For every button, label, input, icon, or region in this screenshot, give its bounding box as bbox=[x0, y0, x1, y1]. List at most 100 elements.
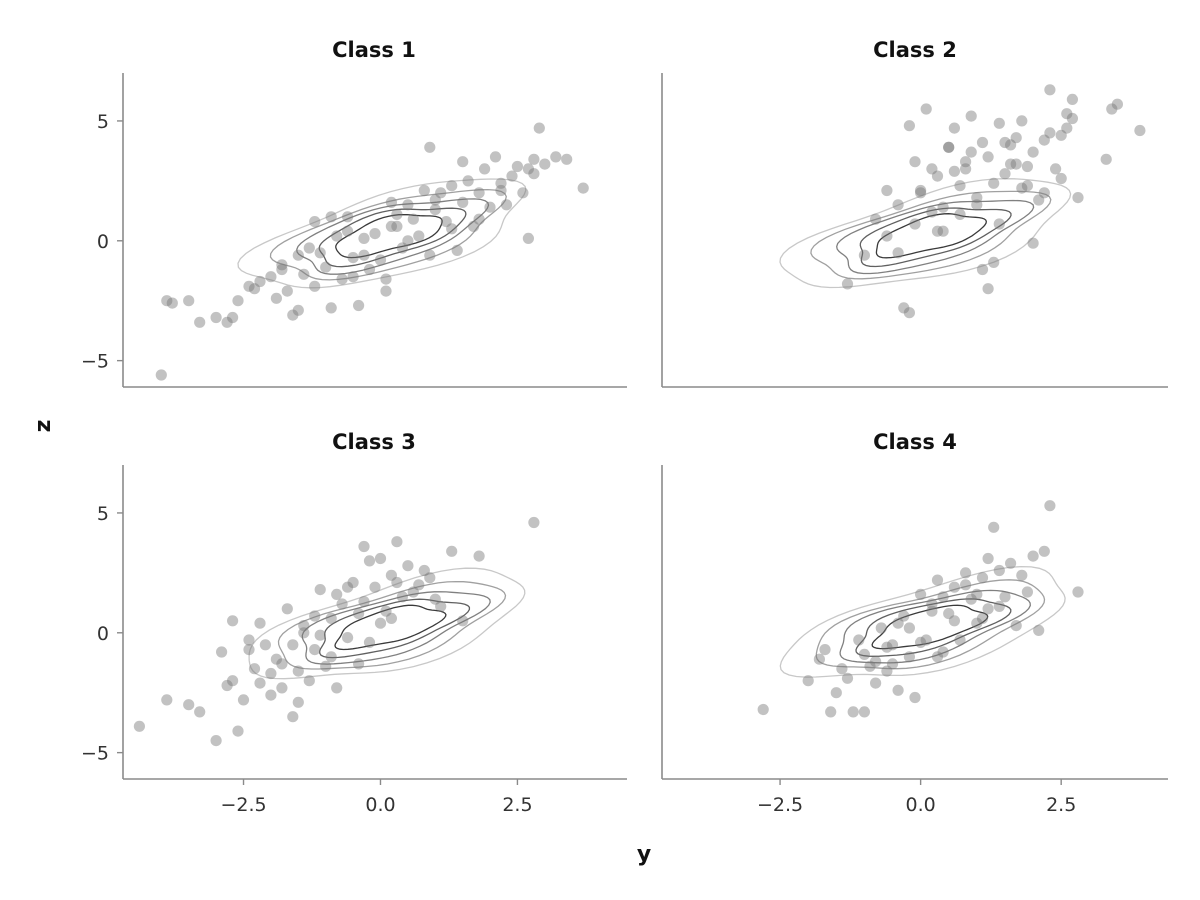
data-point bbox=[314, 247, 326, 259]
data-point bbox=[446, 223, 458, 235]
contour-level-2 bbox=[810, 190, 1052, 280]
data-point bbox=[374, 254, 387, 266]
data-point bbox=[870, 677, 882, 689]
data-point bbox=[287, 711, 299, 723]
data-point bbox=[1038, 545, 1050, 557]
data-point bbox=[287, 639, 299, 651]
data-point bbox=[870, 655, 882, 668]
data-point bbox=[385, 196, 397, 208]
data-point bbox=[539, 158, 551, 170]
data-point bbox=[881, 184, 893, 197]
data-point bbox=[825, 706, 837, 718]
data-point bbox=[320, 660, 332, 672]
y-tick-label: −5 bbox=[81, 351, 109, 373]
data-point bbox=[342, 632, 354, 644]
data-point bbox=[424, 249, 436, 261]
data-point bbox=[325, 612, 337, 625]
data-point bbox=[418, 184, 430, 197]
data-point bbox=[183, 295, 195, 307]
data-point bbox=[1061, 122, 1073, 134]
data-point bbox=[993, 218, 1005, 230]
data-point bbox=[982, 151, 994, 163]
data-point bbox=[1066, 93, 1078, 105]
data-point bbox=[440, 216, 452, 228]
data-point bbox=[965, 593, 977, 605]
data-point bbox=[903, 120, 916, 132]
contour-level-3 bbox=[839, 589, 1031, 664]
data-point bbox=[325, 302, 337, 314]
data-point bbox=[194, 316, 206, 328]
data-point bbox=[446, 545, 458, 557]
data-point bbox=[265, 689, 277, 701]
data-point bbox=[314, 584, 326, 596]
data-point bbox=[976, 572, 989, 584]
data-point bbox=[830, 687, 842, 699]
data-point bbox=[1106, 103, 1118, 115]
data-point bbox=[281, 603, 293, 615]
data-point bbox=[1134, 124, 1146, 137]
data-point bbox=[1033, 194, 1045, 206]
data-point bbox=[161, 694, 173, 706]
data-point bbox=[457, 196, 469, 208]
contour-level-4 bbox=[319, 598, 471, 659]
data-point bbox=[407, 213, 419, 225]
data-point bbox=[858, 249, 871, 261]
panel-class-4: −2.5 0.0 2.5 bbox=[661, 465, 1168, 816]
data-point bbox=[937, 591, 949, 603]
data-point bbox=[976, 136, 989, 149]
data-point bbox=[1100, 153, 1112, 165]
data-point bbox=[429, 204, 441, 216]
data-point bbox=[194, 706, 206, 718]
data-point bbox=[489, 151, 502, 163]
y-tick-label: 5 bbox=[97, 503, 109, 525]
data-point bbox=[1055, 129, 1067, 141]
contour-level-2 bbox=[815, 579, 1046, 670]
contour-level-2 bbox=[269, 188, 507, 281]
data-point bbox=[988, 256, 1000, 268]
data-point bbox=[915, 636, 927, 649]
data-point bbox=[881, 641, 893, 653]
data-point bbox=[1072, 586, 1084, 598]
data-point bbox=[265, 667, 277, 680]
data-point bbox=[314, 629, 326, 641]
panel-title-class-3: Class 3 bbox=[332, 430, 416, 454]
data-point bbox=[999, 136, 1011, 149]
y-tick-label: 0 bbox=[97, 231, 109, 253]
panel-class-3: −5 0 5 −2.5 0.0 2.5 bbox=[81, 465, 627, 816]
data-point bbox=[342, 581, 354, 593]
data-point bbox=[358, 232, 370, 244]
data-point bbox=[937, 646, 949, 658]
data-point bbox=[358, 249, 370, 261]
data-point bbox=[757, 703, 769, 716]
data-point bbox=[960, 163, 972, 175]
x-tick-label: −2.5 bbox=[220, 794, 266, 816]
data-point bbox=[892, 684, 904, 696]
data-point bbox=[385, 612, 397, 625]
data-point bbox=[1111, 98, 1123, 110]
data-point bbox=[468, 220, 480, 232]
y-axis-label: z bbox=[31, 420, 56, 433]
data-point bbox=[528, 153, 540, 165]
data-point bbox=[1038, 187, 1050, 199]
data-point bbox=[1010, 158, 1022, 170]
data-point bbox=[292, 249, 304, 261]
contour-level-3 bbox=[296, 198, 490, 275]
data-point bbox=[577, 182, 589, 194]
data-point bbox=[232, 295, 244, 307]
data-point bbox=[309, 644, 321, 656]
data-point bbox=[1021, 160, 1033, 173]
data-point bbox=[982, 552, 994, 565]
data-point bbox=[227, 675, 239, 687]
data-point bbox=[391, 220, 403, 232]
data-point bbox=[909, 691, 921, 704]
data-point bbox=[380, 273, 392, 285]
data-point bbox=[484, 201, 496, 213]
data-point bbox=[429, 194, 441, 206]
data-point bbox=[402, 235, 414, 247]
data-point bbox=[155, 369, 167, 381]
data-point bbox=[1061, 108, 1073, 120]
panel-title-class-1: Class 1 bbox=[332, 38, 416, 62]
data-point bbox=[926, 206, 938, 218]
data-point bbox=[325, 211, 337, 223]
data-point bbox=[248, 663, 261, 675]
